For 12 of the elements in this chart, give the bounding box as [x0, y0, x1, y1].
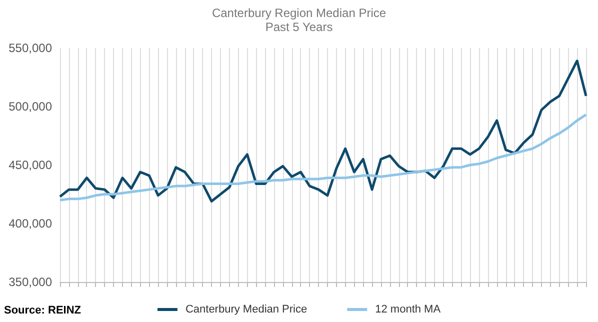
- line-series: [58, 113, 588, 202]
- line-series: [58, 60, 588, 203]
- chart-title: Canterbury Region Median Price: [212, 6, 386, 20]
- y-tick-label: 400,000: [8, 216, 52, 230]
- legend-label: 12 month MA: [375, 304, 442, 316]
- y-tick-label: 450,000: [8, 158, 52, 172]
- source-note: Source: REINZ: [4, 304, 82, 316]
- y-tick-label: 350,000: [8, 275, 52, 289]
- y-tick-label: 550,000: [8, 41, 52, 55]
- y-tick-label: 500,000: [8, 100, 52, 114]
- legend-label: Canterbury Median Price: [185, 304, 308, 316]
- chart-subtitle: Past 5 Years: [265, 20, 333, 34]
